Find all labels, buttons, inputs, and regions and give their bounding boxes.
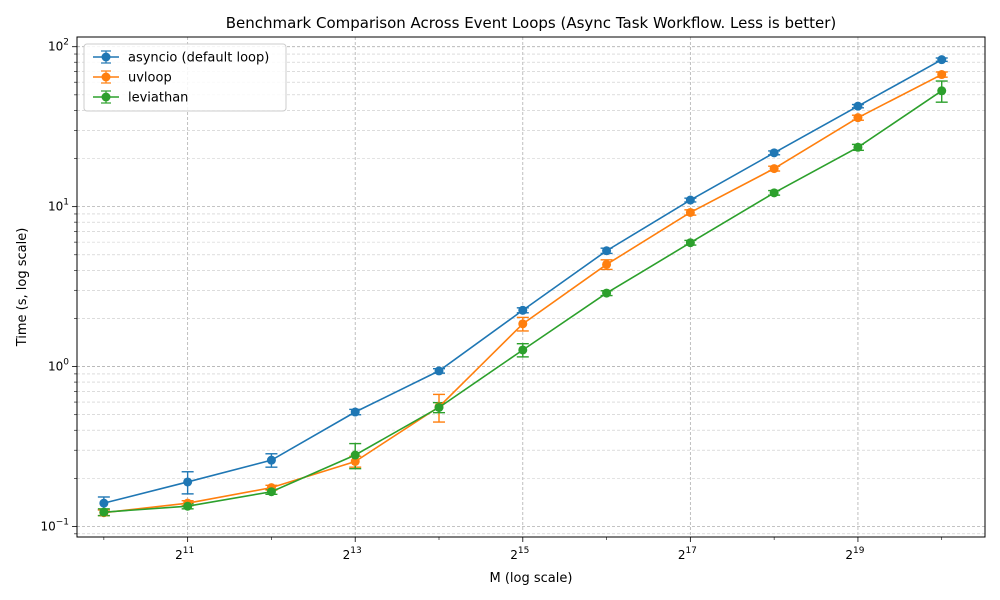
data-point xyxy=(99,498,109,508)
data-point xyxy=(266,487,276,497)
legend: asyncio (default loop) uvloop leviathan xyxy=(83,43,287,112)
plot-frame xyxy=(76,36,986,538)
y-tick-label: 102 xyxy=(48,38,69,54)
legend-marker xyxy=(101,72,111,82)
y-tick-label: 10−1 xyxy=(40,518,69,534)
data-point xyxy=(853,113,863,123)
x-tick-label: 211 xyxy=(175,546,194,562)
x-tick-label: 213 xyxy=(343,546,362,562)
legend-marker xyxy=(101,52,111,62)
data-point xyxy=(183,501,193,511)
data-point xyxy=(518,305,528,315)
data-point xyxy=(602,246,612,256)
data-point xyxy=(853,142,863,152)
y-tick-label: 101 xyxy=(48,198,69,214)
x-tick-label: 215 xyxy=(510,546,529,562)
data-point xyxy=(937,70,947,80)
axis-ticks: 211 213 215 217 219 10−1 100 101 102 xyxy=(40,38,943,562)
data-point xyxy=(350,450,360,460)
data-point xyxy=(937,86,947,96)
data-point xyxy=(350,407,360,417)
data-point xyxy=(266,455,276,465)
x-tick-label: 219 xyxy=(845,546,864,562)
y-axis-label: Time (s, log scale) xyxy=(15,228,30,348)
data-point xyxy=(99,507,109,517)
legend-marker xyxy=(101,92,111,102)
legend-box xyxy=(83,43,287,112)
x-tick-label: 217 xyxy=(678,546,697,562)
legend-label: uvloop xyxy=(128,71,172,86)
data-point xyxy=(769,164,779,174)
x-axis-label: M (log scale) xyxy=(490,571,573,586)
data-point xyxy=(769,188,779,198)
y-tick-label: 100 xyxy=(48,358,69,374)
data-point xyxy=(937,55,947,65)
data-point xyxy=(602,288,612,298)
chart-title: Benchmark Comparison Across Event Loops … xyxy=(226,14,836,32)
data-point xyxy=(769,148,779,158)
series-lines xyxy=(99,55,947,518)
data-point xyxy=(350,457,360,467)
data-point xyxy=(183,477,193,487)
data-point xyxy=(434,402,444,412)
data-point xyxy=(685,207,695,217)
legend-label: leviathan xyxy=(128,91,188,106)
data-point xyxy=(685,238,695,248)
data-point xyxy=(853,101,863,111)
data-point xyxy=(518,345,528,355)
data-point xyxy=(602,259,612,269)
data-point xyxy=(434,366,444,376)
data-point xyxy=(685,195,695,205)
legend-label: asyncio (default loop) xyxy=(128,51,269,66)
data-point xyxy=(518,319,528,329)
